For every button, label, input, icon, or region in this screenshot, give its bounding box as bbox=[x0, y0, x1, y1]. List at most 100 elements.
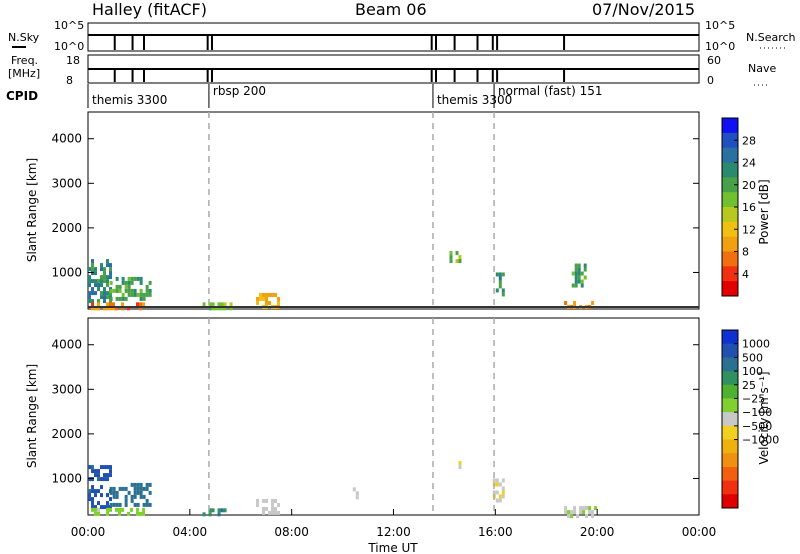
radar-cell bbox=[583, 263, 587, 268]
colorbar-swatch bbox=[722, 371, 738, 386]
radar-cell bbox=[265, 292, 269, 297]
radar-cell bbox=[139, 494, 143, 499]
radar-cell bbox=[130, 276, 134, 281]
radar-cell bbox=[133, 486, 137, 491]
radar-cell bbox=[577, 267, 581, 272]
radar-cell bbox=[217, 302, 221, 307]
radar-cell bbox=[88, 283, 91, 288]
radar-cell bbox=[495, 478, 499, 483]
radar-cell bbox=[112, 486, 116, 491]
freq-unit: [MHz] bbox=[8, 67, 40, 80]
radar-cell bbox=[106, 306, 109, 311]
radar-cell bbox=[501, 478, 505, 483]
radar-cell bbox=[97, 283, 100, 288]
radar-cell bbox=[449, 255, 453, 260]
radar-cell bbox=[97, 299, 100, 304]
nave-label: Nave bbox=[748, 62, 776, 75]
radar-cell bbox=[133, 276, 137, 281]
nsearch-tick-top: 10^5 bbox=[705, 19, 735, 32]
cpid-segment-label: themis 3300 bbox=[92, 93, 167, 107]
x-tick-label: 20:00 bbox=[580, 525, 615, 539]
radar-cell bbox=[208, 512, 212, 517]
radar-cell bbox=[564, 300, 568, 305]
radar-cell bbox=[355, 495, 359, 500]
radar-cell bbox=[262, 296, 266, 301]
radar-cell bbox=[498, 280, 502, 285]
radar-cell bbox=[229, 302, 233, 307]
radar-cell bbox=[91, 497, 94, 502]
radar-cell bbox=[106, 279, 109, 284]
radar-cell bbox=[576, 514, 580, 519]
radar-cell bbox=[133, 292, 137, 297]
radar-cell bbox=[112, 302, 115, 307]
radar-cell bbox=[573, 510, 577, 515]
freq-tick-bottom: 8 bbox=[66, 74, 73, 87]
radar-cell bbox=[259, 292, 263, 297]
colorbar-tick-label: 1000 bbox=[742, 338, 770, 351]
radar-cell bbox=[127, 284, 131, 289]
colorbar-tick-label: 24 bbox=[742, 157, 756, 170]
radar-cell bbox=[256, 300, 260, 305]
radar-cell bbox=[582, 506, 586, 511]
radar-cell bbox=[274, 510, 278, 515]
radar-cell bbox=[130, 498, 134, 503]
radar-cell bbox=[498, 494, 502, 499]
radar-cell bbox=[109, 473, 112, 478]
cpid-segment-label: rbsp 200 bbox=[213, 84, 266, 98]
nsky-label: N.Sky bbox=[8, 31, 40, 44]
radar-cell bbox=[271, 506, 275, 511]
radar-cell bbox=[579, 506, 583, 511]
radar-cell bbox=[118, 486, 122, 491]
radar-cell bbox=[567, 514, 571, 519]
radar-cell bbox=[100, 291, 103, 296]
radar-cell bbox=[262, 292, 266, 297]
radar-cell bbox=[94, 283, 97, 288]
radar-cell bbox=[97, 302, 100, 307]
radar-cell bbox=[103, 473, 106, 478]
radar-cell bbox=[148, 292, 152, 297]
date-label: 07/Nov/2015 bbox=[592, 0, 696, 19]
radar-cell bbox=[91, 507, 94, 512]
radar-cell bbox=[112, 288, 116, 293]
radar-cell bbox=[91, 485, 94, 490]
colorbar-frame bbox=[721, 329, 739, 509]
radar-cell bbox=[100, 263, 103, 268]
radar-cell bbox=[588, 510, 592, 515]
radar-cell bbox=[124, 288, 128, 293]
colorbar-tick-label: −500 bbox=[742, 420, 772, 433]
radar-cell bbox=[103, 306, 106, 311]
colorbar-swatch bbox=[722, 207, 738, 223]
radar-cell bbox=[91, 287, 94, 292]
radar-cell bbox=[495, 498, 499, 503]
colorbar-tick-label: 100 bbox=[742, 365, 763, 378]
radar-cell bbox=[94, 493, 97, 498]
radar-cell bbox=[139, 490, 143, 495]
radar-cell bbox=[130, 482, 134, 487]
y-tick-label: 4000 bbox=[51, 338, 82, 352]
y-tick-label: 2000 bbox=[51, 427, 82, 441]
radar-cell bbox=[130, 292, 134, 297]
radar-cell bbox=[145, 288, 149, 293]
radar-cell bbox=[139, 292, 143, 297]
radar-cell bbox=[121, 507, 124, 512]
radar-cell bbox=[115, 276, 119, 281]
radar-cell bbox=[103, 287, 106, 292]
radar-cell bbox=[277, 300, 281, 305]
radar-cell bbox=[94, 279, 97, 284]
radar-cell bbox=[274, 292, 278, 297]
radar-cell bbox=[449, 251, 453, 256]
colorbar-swatch bbox=[722, 439, 738, 454]
radar-cell bbox=[91, 501, 94, 506]
radar-cell bbox=[103, 271, 106, 276]
radar-cell bbox=[88, 465, 91, 470]
radar-cell bbox=[115, 502, 119, 507]
radar-cell bbox=[564, 510, 568, 515]
colorbar-swatch bbox=[722, 266, 738, 282]
colorbar-swatch bbox=[722, 494, 738, 509]
radar-cell bbox=[495, 490, 499, 495]
radar-cell bbox=[118, 296, 122, 301]
radar-cell bbox=[103, 267, 106, 272]
radar-cell bbox=[106, 291, 109, 296]
radar-cell bbox=[109, 302, 112, 307]
radar-cell bbox=[271, 292, 275, 297]
